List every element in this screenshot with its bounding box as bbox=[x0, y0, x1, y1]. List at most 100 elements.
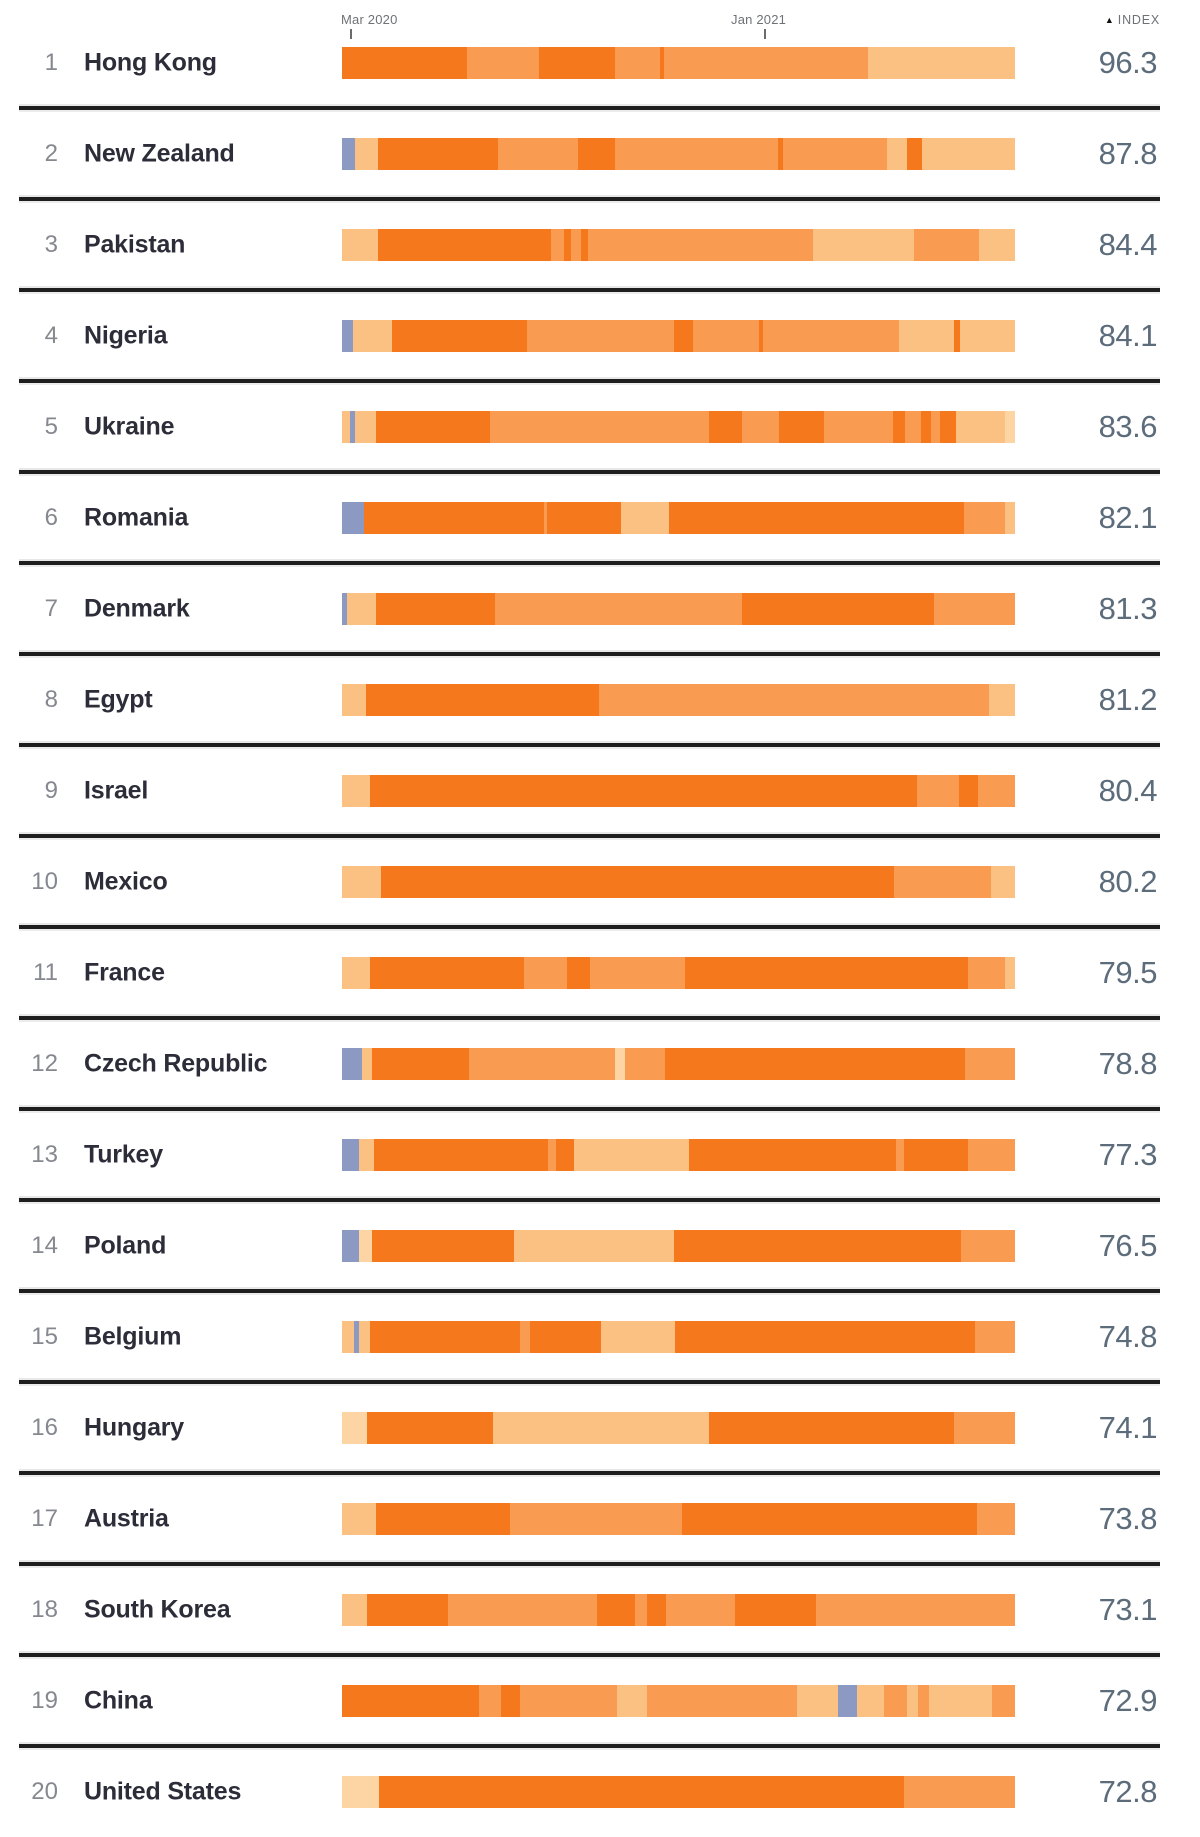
table-row: 6 Romania 82.1 bbox=[0, 470, 1200, 563]
timeline-segment-m bbox=[666, 1593, 735, 1626]
timeline-segment-m bbox=[762, 319, 899, 352]
row-timeline-bar bbox=[342, 410, 1015, 443]
timeline-segment-l bbox=[887, 137, 907, 170]
row-index-value: 76.5 bbox=[1098, 1227, 1158, 1263]
table-row: 9 Israel 80.4 bbox=[0, 743, 1200, 836]
timeline-segment-d bbox=[366, 1593, 448, 1626]
timeline-segment-m bbox=[543, 501, 548, 534]
table-row: 2 New Zealand 87.8 bbox=[0, 106, 1200, 199]
ranking-list: 1 Hong Kong 96.3 2 New Zealand 87.8 3 Pa… bbox=[0, 17, 1200, 1837]
row-rank: 12 bbox=[31, 1049, 58, 1077]
timeline-segment-m bbox=[478, 1684, 502, 1717]
timeline-segment-m bbox=[590, 956, 686, 989]
timeline-segment-d bbox=[366, 1411, 494, 1444]
timeline-segment-l bbox=[342, 1502, 376, 1535]
row-rank: 18 bbox=[31, 1595, 58, 1623]
timeline-segment-m bbox=[893, 865, 992, 898]
timeline-segment-d bbox=[501, 1684, 521, 1717]
timeline-segment-m bbox=[895, 1138, 904, 1171]
timeline-segment-l bbox=[1004, 501, 1015, 534]
row-index-value: 83.6 bbox=[1098, 408, 1158, 444]
timeline-segment-l bbox=[1004, 956, 1015, 989]
timeline-segment-b bbox=[342, 1229, 359, 1262]
timeline-segment-d bbox=[555, 1138, 575, 1171]
timeline-segment-m bbox=[646, 1684, 797, 1717]
timeline-segment-l bbox=[342, 956, 371, 989]
row-country: Ukraine bbox=[84, 412, 175, 440]
row-country: Pakistan bbox=[84, 230, 186, 258]
timeline-segment-d bbox=[893, 410, 906, 443]
table-row: 5 Ukraine 83.6 bbox=[0, 379, 1200, 472]
row-index-value: 74.8 bbox=[1098, 1318, 1158, 1354]
timeline-segment-b bbox=[342, 319, 353, 352]
row-timeline-bar bbox=[342, 228, 1015, 261]
row-rank: 15 bbox=[31, 1322, 58, 1350]
row-timeline-bar bbox=[342, 1593, 1015, 1626]
timeline-segment-m bbox=[917, 774, 960, 807]
row-rank: 8 bbox=[44, 685, 58, 713]
timeline-segment-m bbox=[961, 1229, 1015, 1262]
timeline-segment-d bbox=[920, 410, 931, 443]
timeline-segment-xl bbox=[342, 1411, 367, 1444]
row-country: Czech Republic bbox=[84, 1049, 268, 1077]
index-column-header[interactable]: ▲ INDEX bbox=[1105, 13, 1160, 27]
timeline-segment-d bbox=[646, 1593, 667, 1626]
row-country: Nigeria bbox=[84, 321, 168, 349]
timeline-segment-m bbox=[954, 1411, 1015, 1444]
table-row: 20 United States 72.8 bbox=[0, 1744, 1200, 1837]
timeline-segment-d bbox=[778, 137, 783, 170]
row-index-value: 84.1 bbox=[1098, 317, 1158, 353]
timeline-segment-l bbox=[347, 592, 376, 625]
row-country: New Zealand bbox=[84, 139, 235, 167]
table-row: 19 China 72.9 bbox=[0, 1653, 1200, 1746]
timeline-segment-l bbox=[342, 1593, 367, 1626]
timeline-segment-m bbox=[918, 1684, 930, 1717]
timeline-segment-d bbox=[675, 1320, 975, 1353]
table-row: 16 Hungary 74.1 bbox=[0, 1380, 1200, 1473]
table-row: 13 Turkey 77.3 bbox=[0, 1107, 1200, 1200]
row-country: Israel bbox=[84, 776, 149, 804]
row-timeline-bar bbox=[342, 501, 1015, 534]
timeline-segment-m bbox=[692, 319, 760, 352]
timeline-segment-d bbox=[342, 1684, 479, 1717]
timeline-segment-l bbox=[514, 1229, 675, 1262]
timeline-segment-d bbox=[363, 501, 544, 534]
timeline-segment-m bbox=[974, 1320, 1015, 1353]
timeline-segment-d bbox=[530, 1320, 602, 1353]
timeline-segment-l bbox=[621, 501, 670, 534]
timeline-segment-l bbox=[955, 410, 1005, 443]
table-row: 15 Belgium 74.8 bbox=[0, 1289, 1200, 1382]
timeline-segment-l bbox=[342, 410, 351, 443]
timeline-segment-d bbox=[578, 137, 616, 170]
timeline-segment-d bbox=[391, 319, 528, 352]
table-row: 1 Hong Kong 96.3 bbox=[0, 17, 1200, 108]
table-row: 18 South Korea 73.1 bbox=[0, 1562, 1200, 1655]
table-row: 10 Mexico 80.2 bbox=[0, 834, 1200, 927]
timeline-segment-m bbox=[905, 410, 921, 443]
timeline-segment-m bbox=[615, 46, 660, 79]
timeline-segment-d bbox=[688, 1138, 896, 1171]
row-country: South Korea bbox=[84, 1595, 231, 1623]
timeline-segment-xl bbox=[342, 1775, 379, 1808]
row-country: Romania bbox=[84, 503, 189, 531]
timeline-segment-m bbox=[550, 228, 565, 261]
timeline-segment-m bbox=[967, 956, 1005, 989]
row-index-value: 96.3 bbox=[1098, 44, 1158, 80]
row-index-value: 81.3 bbox=[1098, 590, 1158, 626]
timeline-segment-d bbox=[375, 410, 491, 443]
row-country: Hong Kong bbox=[84, 48, 217, 76]
timeline-segment-d bbox=[564, 228, 571, 261]
timeline-segment-b bbox=[837, 1684, 857, 1717]
timeline-segment-d bbox=[597, 1593, 636, 1626]
timeline-segment-d bbox=[580, 228, 588, 261]
timeline-segment-xl bbox=[358, 1229, 372, 1262]
table-row: 12 Czech Republic 78.8 bbox=[0, 1016, 1200, 1109]
row-rank: 20 bbox=[31, 1777, 58, 1805]
timeline-segment-m bbox=[520, 1320, 531, 1353]
timeline-segment-d bbox=[685, 956, 968, 989]
row-rank: 3 bbox=[44, 230, 58, 258]
timeline-segment-l bbox=[989, 683, 1015, 716]
timeline-segment-m bbox=[976, 1502, 1015, 1535]
timeline-segment-l bbox=[978, 228, 1015, 261]
row-timeline-bar bbox=[342, 1775, 1015, 1808]
